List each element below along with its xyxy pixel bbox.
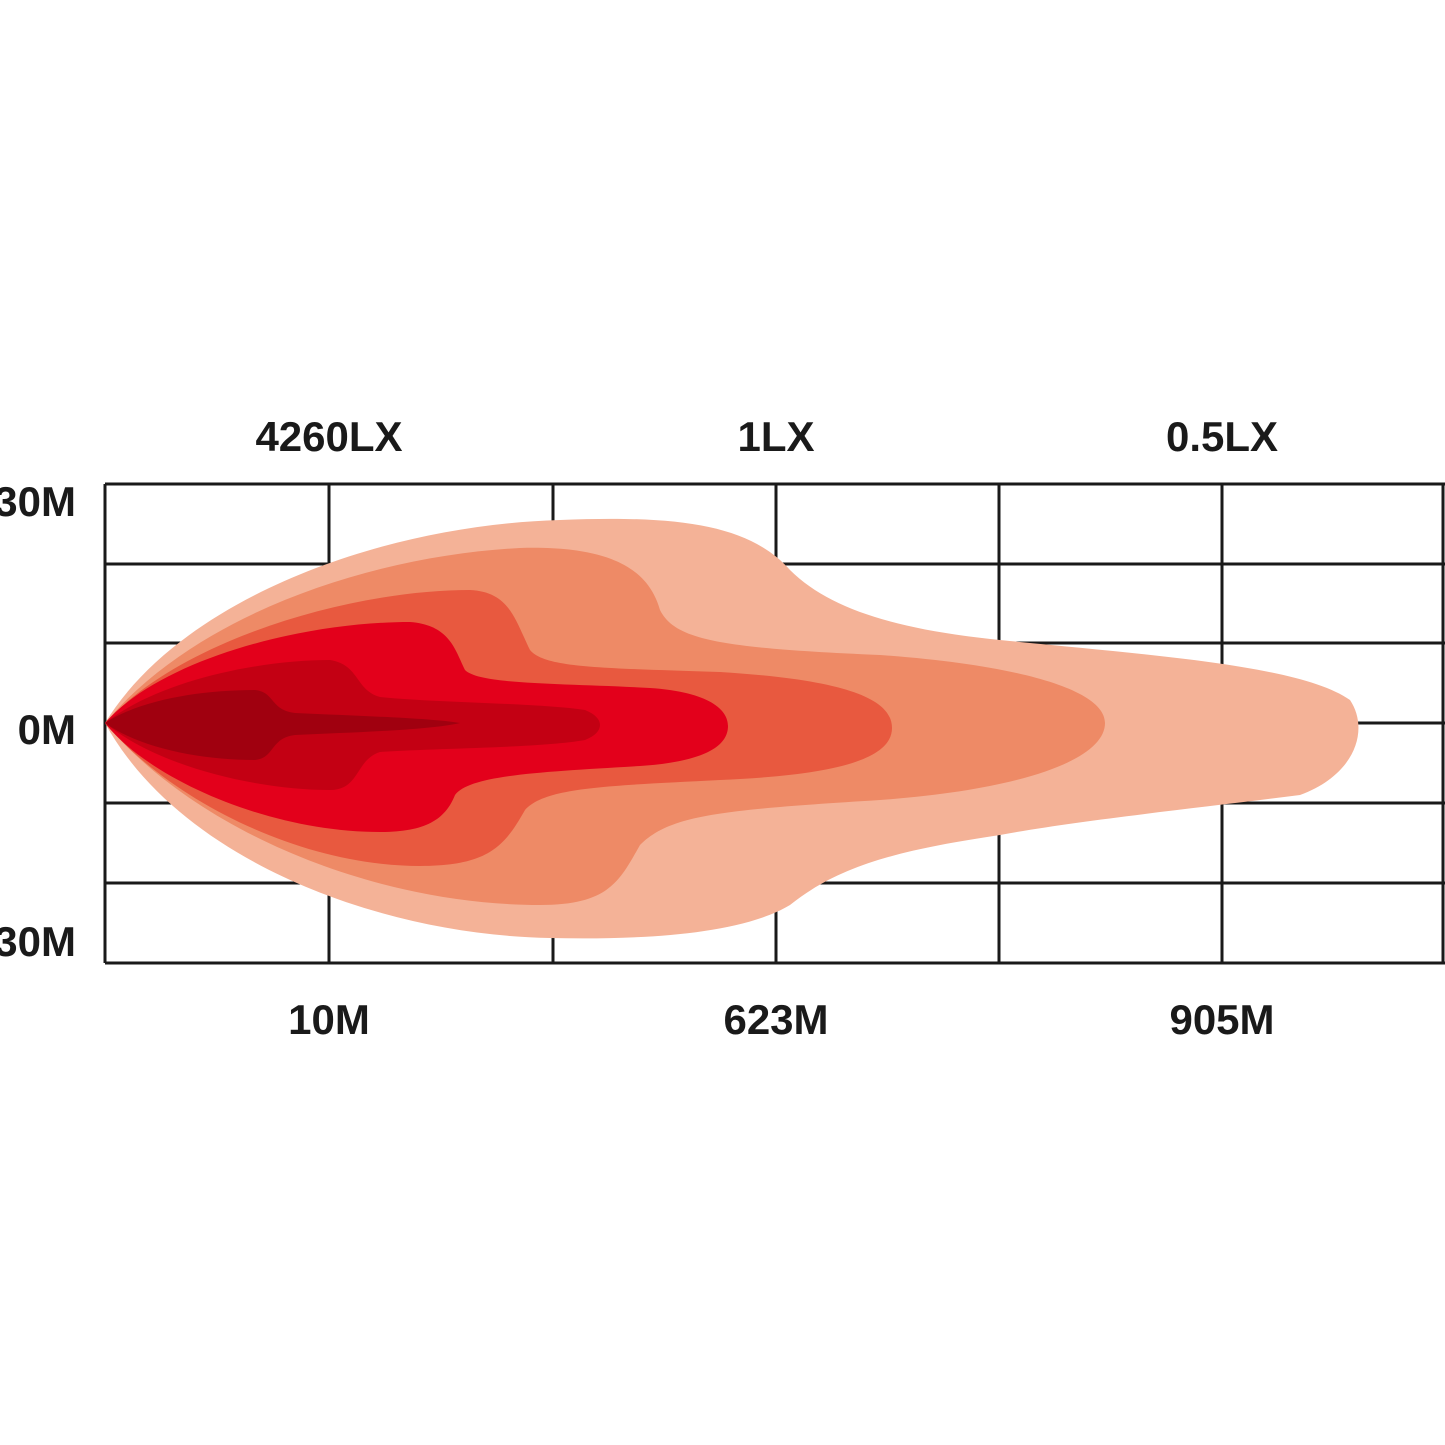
left-label: 30M — [0, 918, 76, 965]
bottom-label: 905M — [1169, 996, 1274, 1043]
top-label: 0.5LX — [1166, 413, 1278, 460]
left-label: 30M — [0, 478, 76, 525]
top-label: 1LX — [737, 413, 814, 460]
bottom-label: 623M — [723, 996, 828, 1043]
top-label: 4260LX — [255, 413, 402, 460]
left-label: 0M — [18, 706, 76, 753]
bottom-label: 10M — [288, 996, 370, 1043]
beam-zone — [105, 690, 460, 760]
beam-pattern — [105, 518, 1359, 939]
